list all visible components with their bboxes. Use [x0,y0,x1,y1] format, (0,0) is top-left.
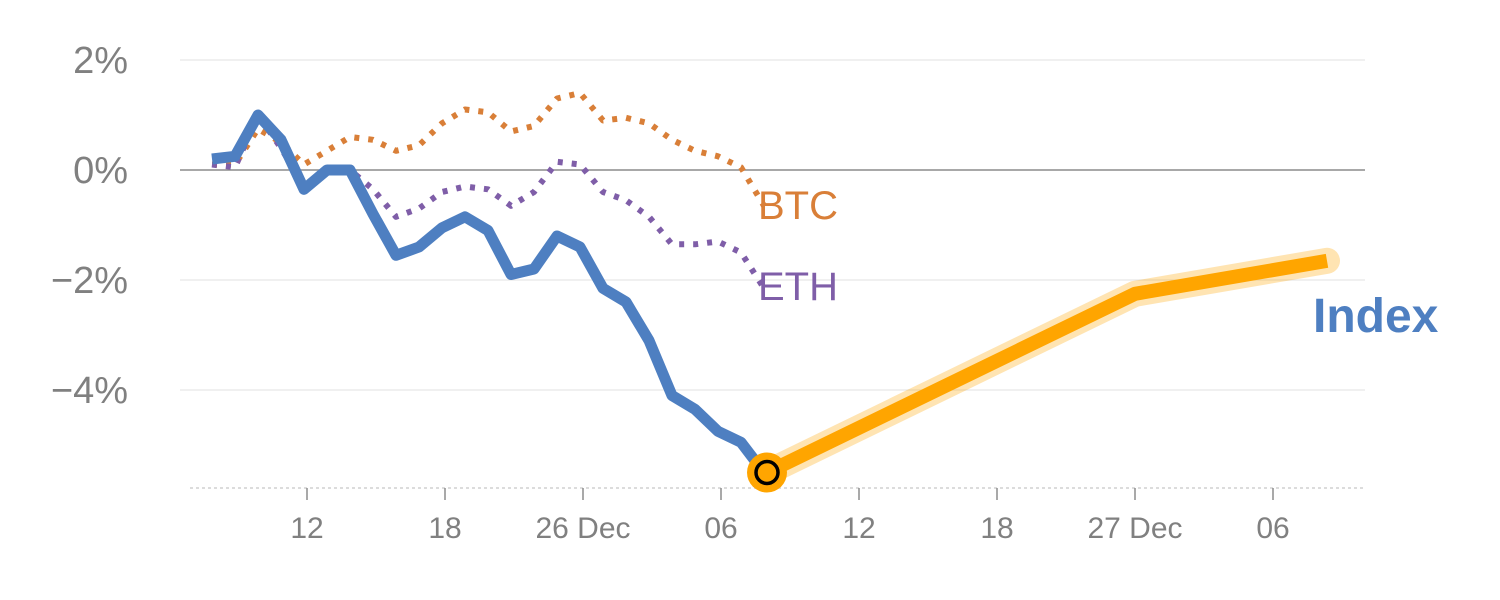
x-tick-label: 18 [980,512,1013,545]
index-label: Index [1313,290,1439,343]
current-point-marker [754,459,780,486]
y-tick-label: 2% [73,40,128,82]
grid-lines [180,59,1365,391]
x-tick-label: 26 Dec [535,512,630,545]
x-tick-label: 12 [290,512,323,545]
projection-glow [754,247,1340,486]
projection-line [763,253,1329,479]
series-eth-line [211,112,767,290]
y-tick-label: 0% [73,150,128,192]
x-axis: 12 18 26 Dec 06 12 18 27 Dec 06 [190,487,1365,545]
btc-label: BTC [758,184,838,228]
eth-label: ETH [758,265,838,309]
series-lines [211,90,1340,493]
x-tick-label: 12 [842,512,875,545]
y-axis: 2% 0% −2% −4% [51,40,128,412]
x-tick-label: 18 [428,512,461,545]
series-index-line [211,109,769,476]
x-tick-label: 06 [704,512,737,545]
series-labels: BTC ETH Index [758,184,1439,343]
y-tick-label: −4% [51,370,128,412]
x-tick-label: 06 [1256,512,1289,545]
x-tick-label: 27 Dec [1087,512,1182,545]
y-tick-label: −2% [51,260,128,302]
